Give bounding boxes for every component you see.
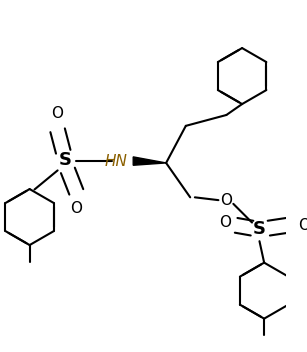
- Text: O: O: [70, 201, 82, 216]
- Polygon shape: [133, 157, 166, 165]
- Text: HN: HN: [105, 153, 128, 169]
- Text: O: O: [52, 106, 64, 121]
- Text: O: O: [298, 218, 307, 233]
- Text: S: S: [253, 220, 266, 238]
- Text: O: O: [219, 215, 231, 230]
- Text: S: S: [59, 151, 72, 169]
- Text: O: O: [220, 193, 232, 208]
